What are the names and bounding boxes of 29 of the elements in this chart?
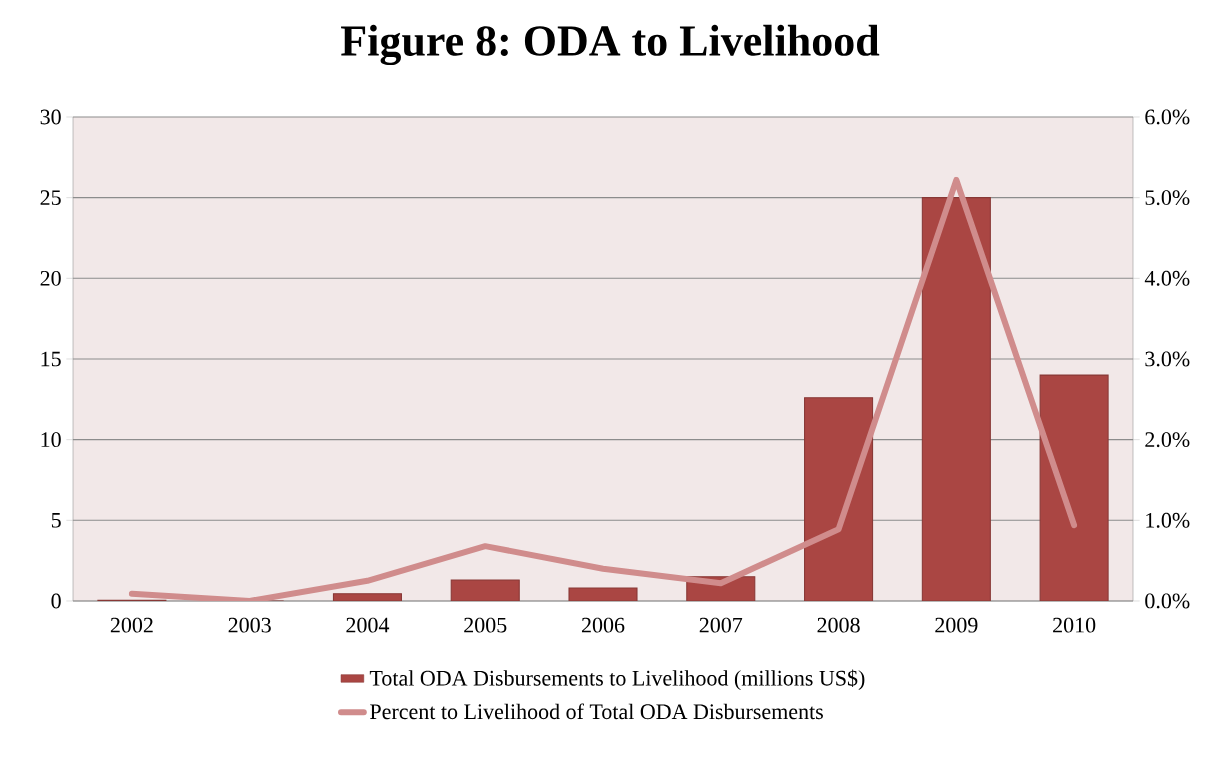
y2-tick-label: 3.0% [1145,351,1190,367]
legend-label: Percent to Livelihood of Total ODA Disbursements [370,703,823,720]
x-tick-label: 2006 [581,617,625,633]
x-tick-label: 2005 [464,617,507,633]
y2-tick-label: 5.0% [1145,190,1190,206]
chart-title: Figure 8: ODA to Livelihood [341,24,880,66]
y-tick-label: 15 [41,351,61,367]
y-tick-label: 20 [40,270,61,286]
bar [921,197,991,601]
bar [804,397,874,601]
x-tick-label: 2003 [228,617,271,633]
y-tick-label: 10 [41,432,61,448]
y-tick-label: 5 [51,513,61,528]
x-tick-label: 2008 [817,617,860,633]
y2-tick-label: 6.0% [1145,109,1190,125]
y2-tick-label: 2.0% [1145,432,1190,448]
x-tick-label: 2002 [110,617,153,633]
bar [1039,374,1109,601]
y-tick-label: 25 [40,190,61,206]
y-tick-label: 0 [51,593,61,609]
x-tick-label: 2007 [699,617,743,633]
x-tick-label: 2004 [346,617,390,633]
x-tick-label: 2010 [1053,617,1096,633]
x-tick-label: 2009 [935,617,978,633]
y2-tick-label: 0.0% [1145,593,1190,609]
legend-label: Total ODA Disbursements to Livelihood (millions US$) [369,669,865,691]
y-tick-label: 30 [40,109,61,125]
y2-tick-label: 4.0% [1144,270,1190,286]
y2-tick-label: 1.0% [1146,512,1190,528]
